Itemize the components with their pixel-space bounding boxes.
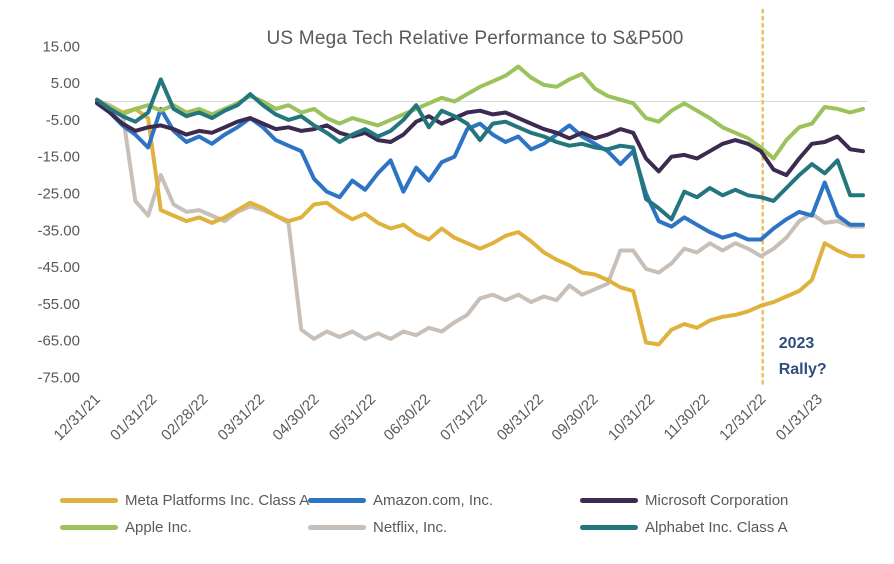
legend-item-apple-inc: Apple Inc.	[60, 519, 308, 536]
series-line-amazon-com-inc	[95, 99, 865, 242]
legend-label: Meta Platforms Inc. Class A	[125, 492, 310, 509]
series-line-microsoft-corporation	[95, 101, 865, 178]
y-axis-tick-label: 15.00	[42, 38, 80, 55]
legend-swatch	[308, 525, 366, 530]
legend-label: Apple Inc.	[125, 519, 192, 536]
x-axis-tick-label: 05/31/22	[326, 391, 379, 444]
y-axis-tick-label: -5.00	[46, 112, 80, 129]
rally-annotation: Rally?	[779, 361, 827, 378]
x-axis-tick-label: 06/30/22	[381, 391, 434, 444]
legend-label: Microsoft Corporation	[645, 492, 789, 509]
y-axis-tick-label: -15.00	[37, 149, 80, 166]
legend-swatch	[60, 525, 118, 530]
legend-label: Netflix, Inc.	[373, 519, 448, 536]
legend-item-amazon-com-inc: Amazon.com, Inc.	[308, 492, 580, 509]
x-axis-tick-label: 01/31/22	[107, 391, 160, 444]
chart-title: US Mega Tech Relative Performance to S&P…	[266, 28, 684, 49]
x-axis-tick-label: 07/31/22	[437, 391, 490, 444]
legend: Meta Platforms Inc. Class A Amazon.com, I…	[60, 487, 890, 541]
x-axis-tick-label: 02/28/22	[158, 391, 211, 444]
legend-swatch	[60, 498, 118, 503]
x-axis-tick-label: 04/30/22	[269, 391, 322, 444]
legend-label: Amazon.com, Inc.	[373, 492, 494, 509]
y-axis-tick-label: -35.00	[37, 222, 80, 239]
x-axis-tick-label: 08/31/22	[494, 391, 547, 444]
y-axis-tick-label: -25.00	[37, 186, 80, 203]
rally-annotation: 2023	[779, 335, 815, 352]
series-line-netflix-inc	[95, 99, 865, 341]
y-axis-tick-label: -75.00	[37, 370, 80, 387]
legend-item-alphabet-inc-class-a: Alphabet Inc. Class A	[580, 519, 890, 536]
legend-item-microsoft-corporation: Microsoft Corporation	[580, 492, 890, 509]
x-axis-tick-label: 12/31/21	[51, 391, 104, 444]
x-axis-tick-label: 12/31/22	[716, 391, 769, 444]
x-axis-tick-label: 10/31/22	[605, 391, 658, 444]
x-axis-tick-label: 03/31/22	[215, 391, 268, 444]
legend-swatch	[308, 498, 366, 503]
legend-label: Alphabet Inc. Class A	[645, 519, 788, 536]
x-axis-tick-label: 09/30/22	[548, 391, 601, 444]
y-axis-tick-label: -55.00	[37, 296, 80, 313]
x-axis-tick-label: 11/30/22	[661, 391, 714, 444]
y-axis-tick-label: -45.00	[37, 259, 80, 276]
y-axis-tick-label: -65.00	[37, 333, 80, 350]
y-axis-tick-label: 5.00	[51, 75, 80, 92]
legend-swatch	[580, 498, 638, 503]
performance-line-chart: 15.00 5.00 -5.00 -15.00 -25.00 -35.00 -45.00 -5…	[37, 8, 868, 444]
legend-swatch	[580, 525, 638, 530]
series-line-meta-platforms-inc-class-a	[95, 97, 865, 347]
legend-item-meta-platforms-inc-class-a: Meta Platforms Inc. Class A	[60, 492, 310, 509]
legend-item-netflix-inc: Netflix, Inc.	[308, 519, 580, 536]
series-line-alphabet-inc-class-a	[95, 77, 865, 222]
x-axis-tick-label: 01/31/23	[773, 391, 826, 444]
